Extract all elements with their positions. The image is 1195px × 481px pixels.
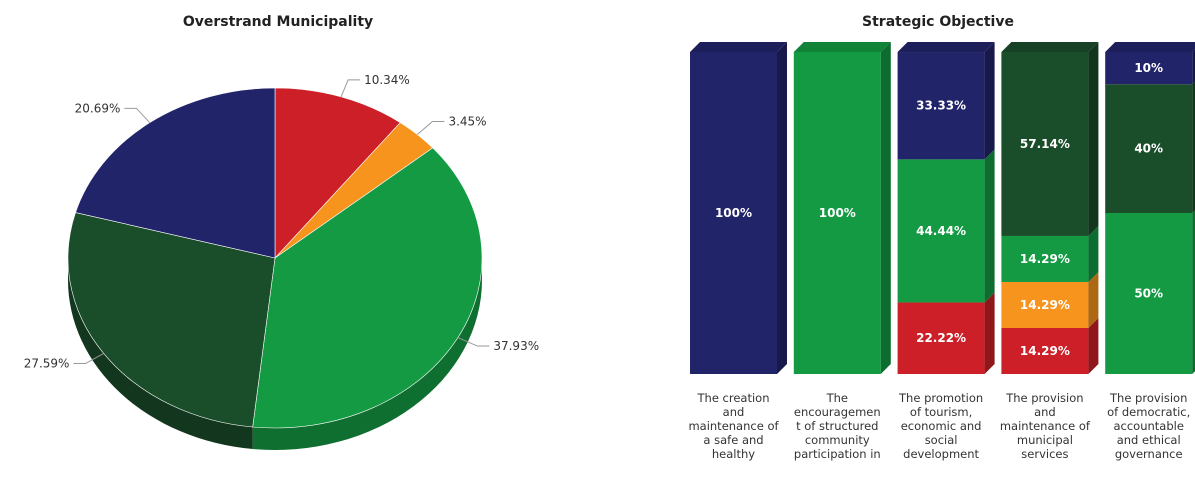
bar-value-label-3-1: 14.29% [1020,298,1070,312]
bar-segment-3-0 [1001,327,1089,374]
pie-slice-side-2 [252,258,482,451]
pie-label-2: 37.93% [493,339,539,353]
bar-segment-side-4-2 [1192,210,1195,374]
bar-segment-4-2 [1105,213,1193,374]
bar-value-label-2-4: 33.33% [916,99,966,113]
pie-label-3: 27.59% [24,357,70,371]
bar-value-label-3-3: 57.14% [1020,137,1070,151]
bar-top-2 [897,42,995,53]
pie-label-1: 3.45% [448,114,486,128]
bar-segment-side-2-0 [984,292,995,374]
bar-value-label-2-0: 22.22% [916,331,966,345]
pie-chart-title: Overstrand Municipality [183,14,373,30]
bar-segment-4-3 [1105,84,1193,213]
bar-segment-side-3-0 [1088,317,1099,374]
bar-segment-3-3 [1001,51,1089,236]
bar-column-4: 50% 40% 10% [1105,42,1195,374]
bar-column-0: 100% [690,42,787,374]
bar-value-label-1-2: 100% [819,206,856,220]
pie-slice-0 [274,87,401,259]
bar-value-label-0-4: 100% [715,206,752,220]
bar-segment-side-4-3 [1192,81,1195,213]
bar-column-3: 14.29% 14.29% 14.29% 57.14% [1001,41,1099,374]
pie-chart: 10.34% 3.45% 37.93% 27.59% 20.69% [24,73,539,451]
bar-top-1 [793,42,891,52]
bar-value-label-3-2: 14.29% [1020,252,1070,266]
bar-segment-side-3-2 [1088,225,1099,282]
pie-connector-0 [340,79,361,98]
pie-connector-2 [457,337,490,347]
bar-value-label-2-2: 44.44% [916,224,966,238]
bar-segment-side-2-4 [984,42,995,160]
bar-segment-side-3-3 [1088,41,1099,236]
bar-segment-3-1 [1001,281,1089,328]
bar-segment-3-2 [1001,235,1089,282]
bar-top-0 [690,42,787,52]
bar-segment-side-0-4 [777,42,787,374]
stacked-bar-chart: 100% The creation and maintenance of a safe … [688,41,1195,461]
pie-connector-1 [416,120,445,135]
bar-segment-1-2 [793,52,881,374]
bar-top-3 [1001,41,1099,52]
bar-value-label-4-4: 10% [1134,61,1163,75]
bar-segment-2-2 [897,159,985,303]
pie-label-4: 20.69% [75,101,121,115]
bar-segment-0-4 [690,52,777,374]
pie-slice-4 [75,87,276,259]
bar-chart-title: Strategic Objective [862,14,1014,30]
bar-segment-2-4 [897,52,985,160]
category-label-0: The creation and maintenance of a safe and h… [688,391,779,461]
category-label-3: The provision and maintenance of municipal s… [1000,391,1091,461]
bar-segment-2-0 [897,302,985,374]
category-label-4: The provision of democratic, accountable an… [1107,391,1190,461]
pie-connector-3 [73,352,104,365]
bar-segment-side-4-4 [1192,49,1195,85]
pie-slice-3 [67,212,276,428]
pie-slice-side-3 [68,258,253,450]
bar-value-label-3-0: 14.29% [1020,344,1070,358]
bar-top-4 [1105,42,1195,52]
pie-connector-4 [124,107,151,124]
bar-column-1: 100% [793,42,891,374]
bar-value-label-4-3: 40% [1134,142,1163,156]
bar-value-label-4-2: 50% [1134,287,1163,301]
pie-slice-2 [252,147,483,429]
bar-segment-4-4 [1105,52,1193,85]
pie-label-0: 10.34% [364,73,410,87]
bar-segment-side-1-2 [880,42,891,374]
category-label-1: The encouragemen t of structured community p… [794,391,881,461]
bar-segment-side-3-1 [1088,271,1099,328]
bar-column-2: 22.22% 44.44% 33.33% [897,42,995,374]
category-label-2: The promotion of tourism, economic and soci… [898,391,983,461]
bar-segment-side-2-2 [984,149,995,303]
